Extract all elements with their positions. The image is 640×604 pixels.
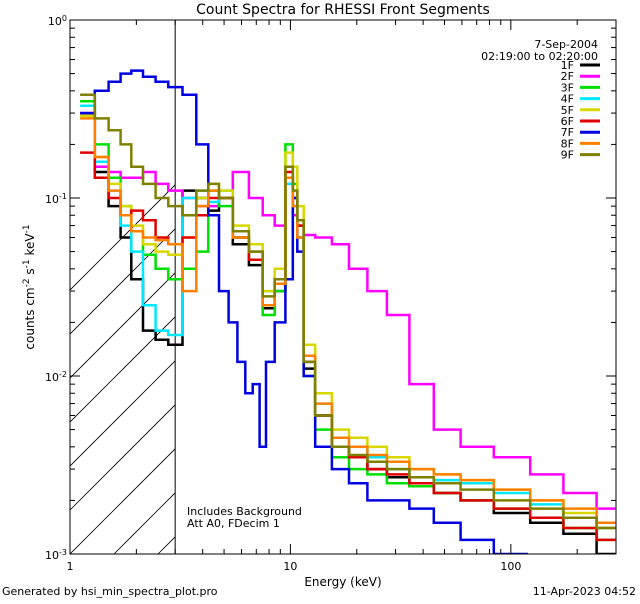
legend-label-8F: 8F [561,137,574,150]
legend-label-1F: 1F [561,59,574,72]
hatch-line [70,404,176,511]
series-layer [80,69,616,554]
annotation-date: 7-Sep-2004 [534,38,598,51]
chart-title: Count Spectra for RHESSI Front Segments [196,2,490,18]
hatch-line [70,228,176,335]
axis-ticks [69,20,617,555]
footer-generated-by: Generated by hsi_min_spectra_plot.pro [2,585,218,598]
x-tick-label: 10 [283,560,297,573]
legend-label-3F: 3F [561,81,574,94]
legend-label-7F: 7F [561,126,574,139]
hatch-line [70,184,176,291]
x-tick-label: 100 [500,560,521,573]
legend-label-4F: 4F [561,93,574,106]
legend-label-9F: 9F [561,149,574,162]
y-tick-label: 100 [48,14,67,29]
y-tick-label: 10-2 [45,370,67,385]
hatch-line [70,360,176,467]
y-tick-label: 10-3 [45,548,67,563]
series-line-9F [80,93,616,530]
x-axis-label: Energy (keV) [304,575,381,589]
footer-timestamp: 11-Apr-2023 04:52 [533,585,636,598]
y-axis-label: counts cm-2 s-1 keV-1 [22,224,37,349]
legend-label-5F: 5F [561,104,574,117]
x-tick-label: 1 [67,560,74,573]
annotation-background: Includes Background [187,505,302,518]
plot-frame [69,19,617,555]
legend-label-6F: 6F [561,115,574,128]
annotation-attenuator: Att A0, FDecim 1 [187,517,280,530]
hatch-line [70,272,176,379]
hatch-line [70,448,176,554]
hatched-region [70,184,176,554]
y-tick-label: 10-1 [45,192,67,207]
series-line-7F [80,69,528,554]
axis-tick-labels: 1 10 100 10-3 10-2 10-1 100 [45,14,521,574]
legend-label-2F: 2F [561,70,574,83]
annotation-time-range: 02:19:00 to 02:20:00 [481,50,598,63]
